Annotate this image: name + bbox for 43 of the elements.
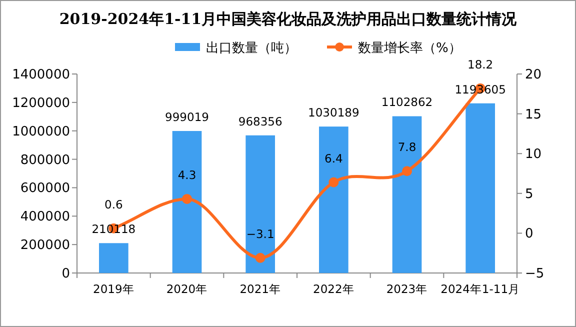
chart-title: 2019-2024年1-11月中国美容化妆品及洗护用品出口数量统计情况 xyxy=(59,10,518,28)
data-label: 7.8 xyxy=(398,140,416,154)
y2-tick-label: 5 xyxy=(525,186,534,202)
y2-tick-label: 10 xyxy=(525,147,542,162)
point xyxy=(255,252,266,263)
y-tick-label: 400000 xyxy=(20,210,70,225)
x-tick-label: 2024年1-11月 xyxy=(440,282,520,296)
y2-tick-label: 15 xyxy=(525,107,542,122)
x-tick-label: 2021年 xyxy=(240,282,281,296)
bar xyxy=(466,103,495,273)
y-tick-label: 1000000 xyxy=(12,124,70,140)
data-label: 4.3 xyxy=(178,168,196,182)
y2-tick-label: 0 xyxy=(525,226,534,242)
x-tick-label: 2022年 xyxy=(313,282,354,296)
data-label: 1102862 xyxy=(381,95,433,110)
data-label: −3.1 xyxy=(246,226,274,241)
bar xyxy=(172,130,202,273)
data-label: 968356 xyxy=(238,114,282,128)
y-tick-label: 1200000 xyxy=(12,96,70,111)
x-tick-label: 2019年 xyxy=(93,282,134,296)
point xyxy=(402,166,412,176)
y-tick-label: 800000 xyxy=(20,152,70,168)
bar xyxy=(319,126,348,273)
bar xyxy=(99,243,128,273)
legend-label: 出口数量（吨） xyxy=(206,41,297,56)
data-label: 6.4 xyxy=(324,151,343,166)
x-tick-label: 2023年 xyxy=(386,282,428,296)
data-label: 999019 xyxy=(165,110,209,124)
point xyxy=(328,177,339,188)
point xyxy=(182,194,192,204)
y2-tick-label: −5 xyxy=(525,266,544,282)
y-tick-label: 1400000 xyxy=(12,68,70,82)
data-label: 0.6 xyxy=(104,197,123,212)
y2-tick-label: 20 xyxy=(525,68,542,82)
y-tick-label: 200000 xyxy=(20,238,70,254)
y-tick-label: 600000 xyxy=(20,181,70,196)
data-label: 1030189 xyxy=(308,106,360,120)
bar xyxy=(392,116,422,273)
data-label: 18.2 xyxy=(468,57,494,72)
y-tick-label: 0 xyxy=(62,266,70,282)
legend-label: 数量增长率（%） xyxy=(358,40,462,56)
x-tick-label: 2020年 xyxy=(166,282,208,296)
bar xyxy=(246,135,275,273)
